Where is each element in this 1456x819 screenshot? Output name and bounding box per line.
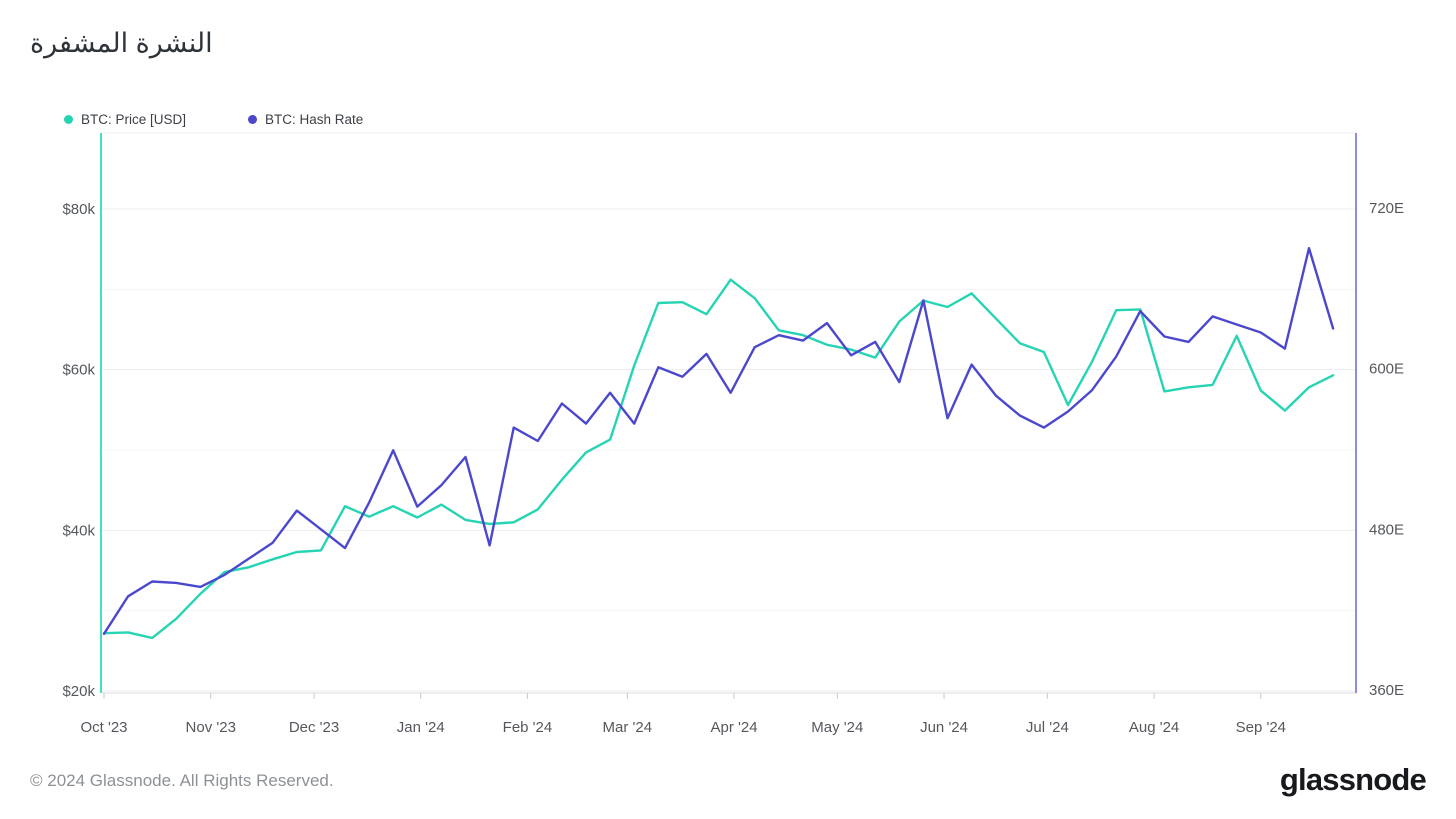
x-axis-tick-label: Jul '24 (1026, 719, 1069, 736)
left-axis-tick-label: $40k (62, 522, 95, 539)
hashrate-series-dot-icon (248, 115, 258, 124)
x-axis-tick-label: Feb '24 (503, 719, 553, 736)
x-axis-tick-label: Apr '24 (711, 719, 758, 736)
legend-item-price[interactable]: BTC: Price [USD] (64, 112, 186, 127)
price-series-dot-icon (64, 115, 73, 124)
right-axis-tick-label: 720E (1369, 200, 1404, 217)
x-axis-tick-label: Nov '23 (186, 719, 236, 736)
x-axis-tick-label: Mar '24 (603, 719, 653, 736)
legend-label-price: BTC: Price [USD] (81, 112, 187, 127)
chart-legend: BTC: Price [USD] BTC: Hash Rate (64, 112, 363, 127)
right-axis-tick-label: 360E (1369, 682, 1404, 699)
x-axis-tick-label: Dec '23 (289, 719, 339, 736)
right-axis-tick-label: 480E (1369, 521, 1404, 538)
left-axis-tick-label: $20k (62, 683, 95, 700)
price-line[interactable] (102, 278, 1335, 640)
x-axis-tick-label: May '24 (811, 719, 863, 736)
glassnode-logo[interactable]: glassnode (1279, 762, 1427, 797)
left-axis-labels: $80k $60k $40k $20k (62, 201, 95, 700)
legend-item-hashrate[interactable]: BTC: Hash Rate (248, 112, 363, 127)
x-axis-labels: Oct '23 Nov '23 Dec '23 Jan '24 Feb '24 Mar '… (80, 719, 1286, 736)
page-title: النشرة المشفرة (30, 28, 213, 58)
left-axis-tick-label: $60k (62, 362, 95, 379)
legend-label-hashrate: BTC: Hash Rate (265, 112, 364, 127)
x-axis-tick-label: Jun '24 (920, 719, 968, 736)
x-axis-tick-label: Aug '24 (1129, 719, 1179, 736)
copyright-text: © 2024 Glassnode. All Rights Reserved. (30, 771, 334, 790)
x-axis-tick-label: Jan '24 (397, 719, 445, 736)
right-axis-labels: 720E 600E 480E 360E (1369, 200, 1404, 699)
gridlines (102, 208, 1357, 692)
x-axis-tick-label: Oct '23 (80, 719, 127, 736)
x-axis-ticks (103, 693, 1262, 699)
right-axis-tick-label: 600E (1369, 361, 1404, 378)
left-axis-tick-label: $80k (62, 201, 95, 218)
x-axis-tick-label: Sep '24 (1236, 719, 1286, 736)
hashrate-line[interactable] (102, 246, 1335, 635)
